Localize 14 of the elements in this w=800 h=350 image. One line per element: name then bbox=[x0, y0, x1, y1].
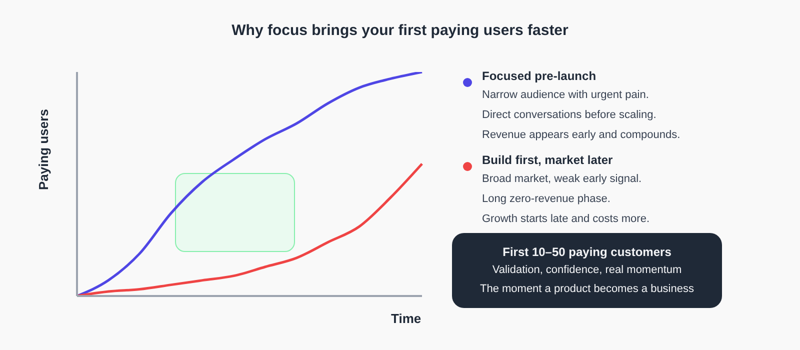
text: Growth starts late and costs more. bbox=[482, 212, 650, 227]
legend-label: Build first, market later bbox=[482, 152, 614, 169]
text: Narrow audience with urgent pain. bbox=[482, 88, 650, 103]
text: Validation, confidence, real momentum bbox=[491, 263, 683, 278]
text: Revenue appears early and compounds. bbox=[482, 128, 680, 143]
x-axis-title: Time bbox=[391, 311, 422, 326]
text: First 10–50 paying customers bbox=[502, 244, 672, 261]
text: Long zero-revenue phase. bbox=[482, 192, 612, 207]
chart-title: Why focus brings your first paying users faster bbox=[230, 22, 570, 39]
text: Broad market, weak early signal. bbox=[482, 172, 643, 187]
text: The moment a product becomes a business bbox=[478, 282, 695, 297]
y-axis-title: Paying users bbox=[36, 109, 51, 190]
legend-label: Focused pre-launch bbox=[482, 68, 598, 85]
text: Direct conversations before scaling. bbox=[482, 108, 658, 123]
